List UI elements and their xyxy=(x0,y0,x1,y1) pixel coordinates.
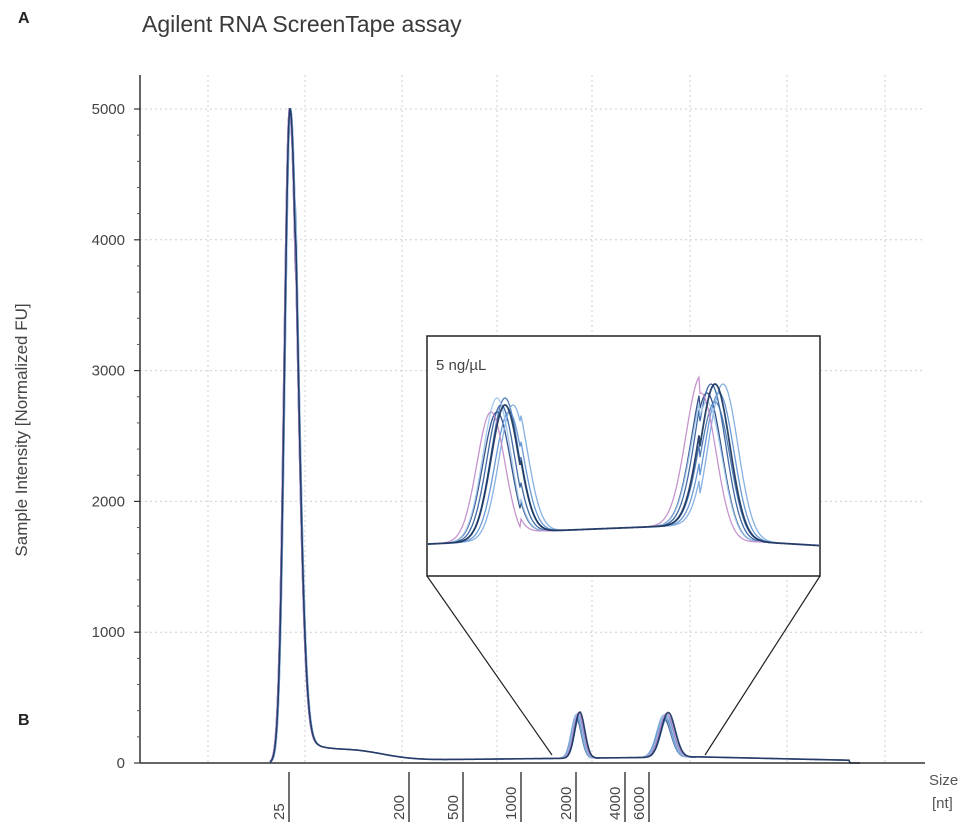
axis-ticks: 0 1000 2000 3000 4000 5000 25 200 500 1000 2000 400… xyxy=(92,101,650,822)
y-tick-label: 3000 xyxy=(92,363,125,380)
x-tick-label: 4000 xyxy=(607,787,624,820)
y-tick-label: 2000 xyxy=(92,493,125,510)
inset-label: 5 ng/µL xyxy=(436,357,486,374)
x-axis-label: Size xyxy=(929,772,959,789)
y-tick-label: 0 xyxy=(117,755,125,772)
trace-line xyxy=(269,108,860,764)
axes xyxy=(139,75,925,764)
x-tick-label: 6000 xyxy=(631,787,648,820)
panel-label-a: A xyxy=(18,10,30,27)
x-tick-label: 25 xyxy=(271,803,288,820)
grid-lines xyxy=(140,75,925,763)
chart-title: Agilent RNA ScreenTape assay xyxy=(142,11,462,37)
y-tick-label: 1000 xyxy=(92,624,125,641)
x-axis-unit: [nt] xyxy=(932,795,953,812)
x-tick-label: 500 xyxy=(445,795,462,820)
panel-label-b: B xyxy=(18,712,30,729)
x-tick-label: 1000 xyxy=(503,787,520,820)
inset-zoom-panel: 5 ng/µL xyxy=(426,335,821,756)
trace-lines xyxy=(269,107,860,764)
y-tick-label: 4000 xyxy=(92,232,125,249)
y-tick-label: 5000 xyxy=(92,101,125,118)
inset-trace-line xyxy=(427,383,819,547)
x-tick-label: 2000 xyxy=(558,787,575,820)
zoom-connector-right xyxy=(704,575,821,756)
x-tick-label: 200 xyxy=(391,795,408,820)
zoom-connector-left xyxy=(426,575,553,756)
